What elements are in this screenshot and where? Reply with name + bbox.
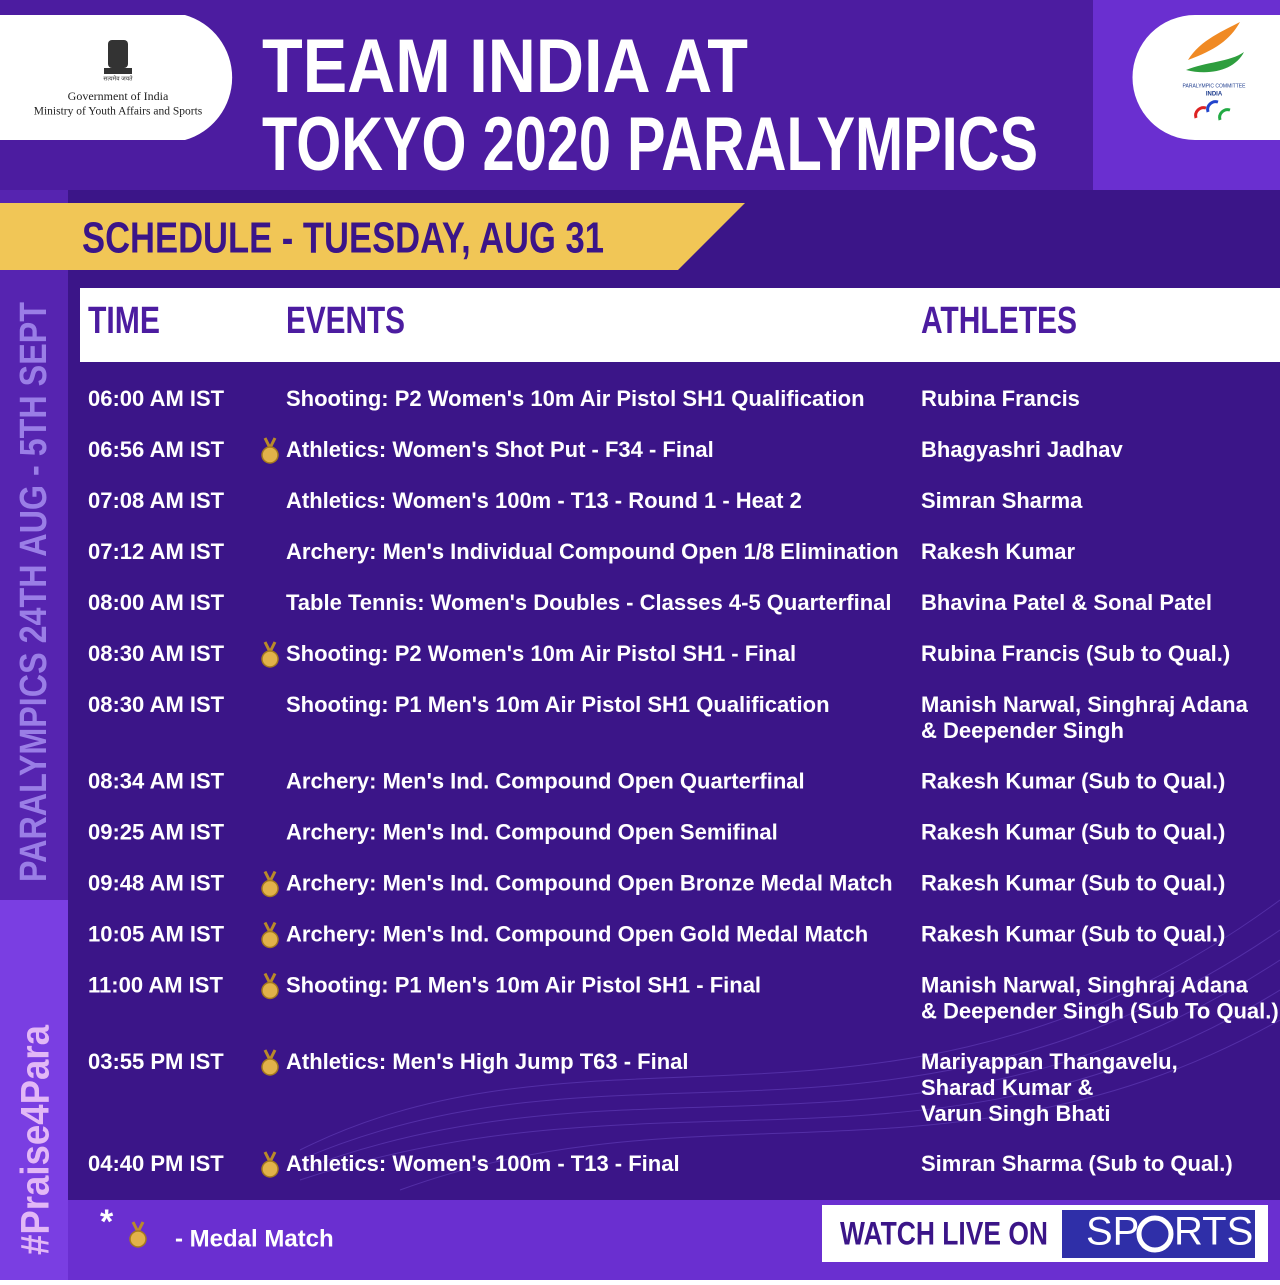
medal-disc <box>262 881 278 897</box>
column-header: ATHLETES <box>921 300 1077 342</box>
athlete: Rakesh Kumar (Sub to Qual.) <box>921 921 1225 946</box>
athlete: Bhagyashri Jadhav <box>921 437 1124 462</box>
gov-line: Government of India <box>68 89 169 103</box>
time: 08:34 AM IST <box>88 768 225 793</box>
event: Archery: Men's Ind. Compound Open Gold M… <box>286 921 868 946</box>
time: 03:55 PM IST <box>88 1049 224 1074</box>
ministry-line: Ministry of Youth Affairs and Sports <box>34 106 203 118</box>
column-header: EVENTS <box>286 300 405 342</box>
athlete: Manish Narwal, Singhraj Adana <box>921 692 1249 717</box>
athlete: Simran Sharma (Sub to Qual.) <box>921 1151 1233 1176</box>
athlete: Sharad Kumar & <box>921 1075 1093 1100</box>
athlete: Rubina Francis <box>921 386 1080 411</box>
legend-asterisk: * <box>100 1203 114 1241</box>
table-header <box>80 288 1280 362</box>
event: Shooting: P1 Men's 10m Air Pistol SH1 Qu… <box>286 692 830 717</box>
event: Archery: Men's Individual Compound Open … <box>286 539 899 564</box>
side-hashtag: #Praise4Para <box>14 1024 58 1255</box>
event: Athletics: Women's 100m - T13 - Round 1 … <box>286 488 802 513</box>
time: 08:30 AM IST <box>88 641 225 666</box>
emblem-motto: सत्यमेव जयते <box>103 75 133 83</box>
athlete: Simran Sharma <box>921 488 1083 513</box>
watch-text: WATCH LIVE ON <box>840 1215 1048 1251</box>
logo-box <box>1133 15 1280 140</box>
event: Table Tennis: Women's Doubles - Classes … <box>286 590 892 615</box>
athlete: Varun Singh Bhati <box>921 1101 1110 1126</box>
athlete: Rakesh Kumar <box>921 539 1076 564</box>
time: 09:48 AM IST <box>88 870 225 895</box>
medal-disc <box>262 1059 278 1075</box>
medal-disc <box>262 651 278 667</box>
medal-disc <box>130 1231 146 1247</box>
event: Athletics: Women's 100m - T13 - Final <box>286 1151 680 1176</box>
athlete: Rubina Francis (Sub to Qual.) <box>921 641 1230 666</box>
event: Shooting: P1 Men's 10m Air Pistol SH1 - … <box>286 972 761 997</box>
event: Archery: Men's Ind. Compound Open Semifi… <box>286 819 778 844</box>
athlete: & Deepender Singh <box>921 718 1124 743</box>
time: 04:40 PM IST <box>88 1151 224 1176</box>
time: 08:00 AM IST <box>88 590 225 615</box>
time: 08:30 AM IST <box>88 692 225 717</box>
time: 07:08 AM IST <box>88 488 225 513</box>
athlete: Manish Narwal, Singhraj Adana <box>921 972 1249 997</box>
time: 10:05 AM IST <box>88 921 225 946</box>
athlete: Rakesh Kumar (Sub to Qual.) <box>921 819 1225 844</box>
title-line: TEAM INDIA AT <box>262 24 748 109</box>
event: Archery: Men's Ind. Compound Open Bronze… <box>286 870 893 895</box>
event: Shooting: P2 Women's 10m Air Pistol SH1 … <box>286 386 865 411</box>
event: Shooting: P2 Women's 10m Air Pistol SH1 … <box>286 641 796 666</box>
emblem <box>104 40 132 74</box>
medal-disc <box>262 447 278 463</box>
sports-brand: SP <box>1086 1210 1139 1254</box>
logo-text: INDIA <box>1206 92 1223 98</box>
event: Athletics: Women's Shot Put - F34 - Fina… <box>286 437 714 462</box>
athlete: Mariyappan Thangavelu, <box>921 1049 1178 1074</box>
medal-disc <box>262 932 278 948</box>
legend-text: - Medal Match <box>175 1225 334 1252</box>
sports-brand: RTS <box>1174 1210 1253 1254</box>
time: 06:00 AM IST <box>88 386 225 411</box>
event: Archery: Men's Ind. Compound Open Quarte… <box>286 768 805 793</box>
medal-disc <box>262 1161 278 1177</box>
side-dates: PARALYMPICS 24TH AUG - 5TH SEPT <box>13 302 55 882</box>
time: 06:56 AM IST <box>88 437 225 462</box>
time: 07:12 AM IST <box>88 539 225 564</box>
time: 11:00 AM IST <box>88 972 223 997</box>
athlete: Rakesh Kumar (Sub to Qual.) <box>921 768 1225 793</box>
time: 09:25 AM IST <box>88 819 225 844</box>
medal-disc <box>262 983 278 999</box>
title-line: TOKYO 2020 PARALYMPICS <box>262 102 1038 187</box>
athlete: Bhavina Patel & Sonal Patel <box>921 590 1212 615</box>
logo-text: PARALYMPIC COMMITTEE <box>1183 83 1247 89</box>
athlete: Rakesh Kumar (Sub to Qual.) <box>921 870 1225 895</box>
event: Athletics: Men's High Jump T63 - Final <box>286 1049 689 1074</box>
column-header: TIME <box>88 300 160 342</box>
schedule-heading: SCHEDULE - TUESDAY, AUG 31 <box>82 214 604 263</box>
athlete: & Deepender Singh (Sub To Qual.) <box>921 998 1279 1023</box>
